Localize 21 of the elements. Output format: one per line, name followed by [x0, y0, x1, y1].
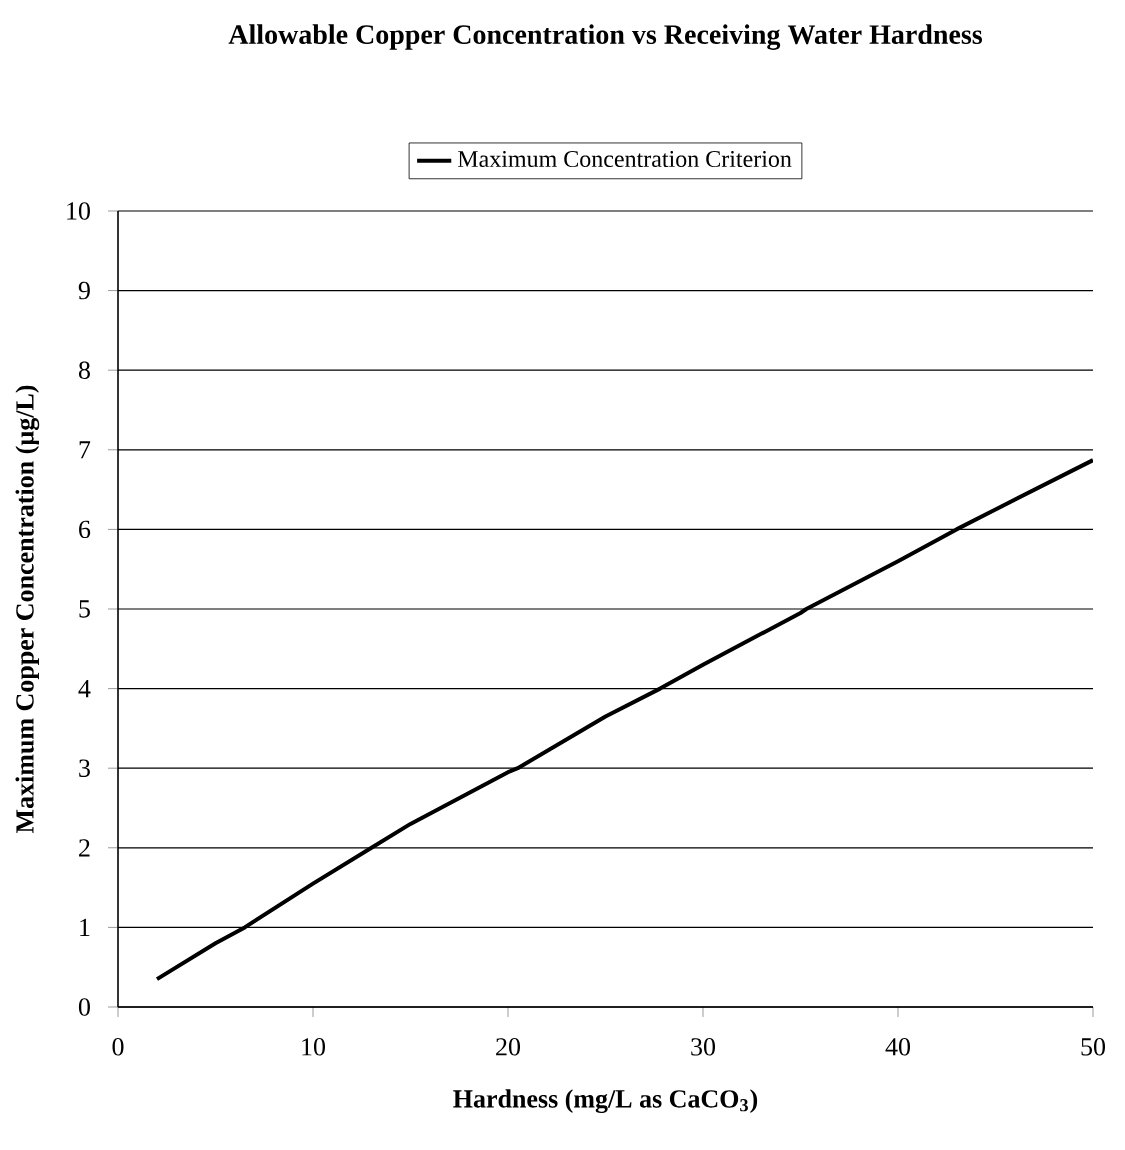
y-tick-label: 0: [78, 998, 90, 1016]
y-tick-label: 1: [80, 918, 90, 936]
chart-title: Allowable Copper Concentration vs Receiving Water Hardness: [228, 24, 983, 50]
x-tick-label: 50: [1081, 1038, 1106, 1056]
y-tick-label: 2: [79, 839, 90, 857]
x-tick-label: 30: [691, 1038, 716, 1056]
y-tick-label: 6: [79, 520, 91, 539]
y-tick-label: 8: [78, 361, 90, 379]
y-tick-label: 10: [67, 202, 90, 220]
x-tick-label: 40: [885, 1038, 911, 1056]
y-tick-label: 5: [79, 600, 90, 618]
x-tick-label: 10: [302, 1038, 326, 1056]
y-axis-title: Maximum Copper Concentration (µg/L): [15, 385, 40, 834]
y-tick-label: 4: [78, 680, 91, 698]
y-tick-label: 7: [79, 441, 91, 459]
x-tick-label: 20: [496, 1038, 521, 1056]
y-tick-label: 3: [79, 759, 90, 777]
legend-label: Maximum Concentration Criterion: [457, 150, 792, 168]
x-axis-title: Hardness (mg/L as CaCO$_{3}$): [453, 1089, 758, 1114]
y-tick-label: 9: [78, 281, 90, 300]
x-tick-label: 0: [112, 1038, 124, 1056]
